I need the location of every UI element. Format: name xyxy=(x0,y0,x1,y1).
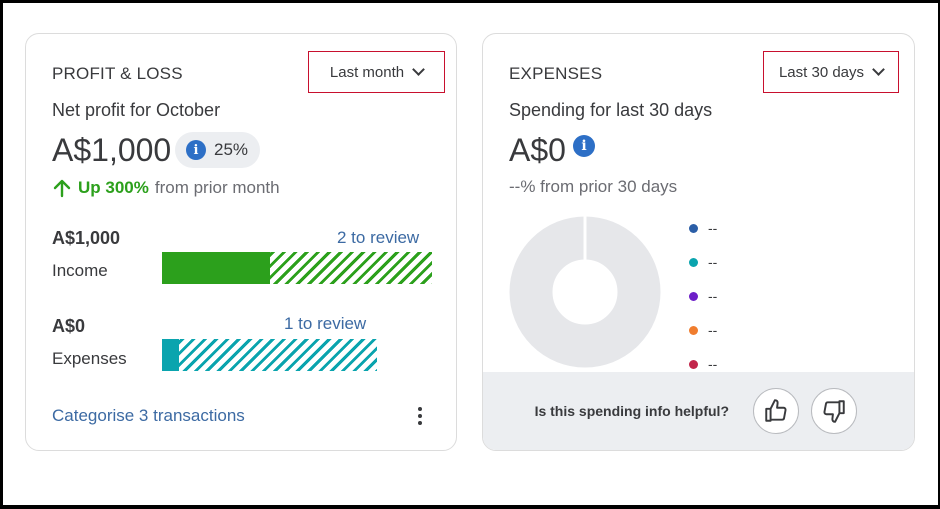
spending-total: A$0 xyxy=(509,132,566,168)
spending-subtitle: Spending for last 30 days xyxy=(509,100,713,120)
legend-label: -- xyxy=(708,356,718,372)
legend-label: -- xyxy=(708,220,718,236)
arrow-up-icon xyxy=(53,179,71,198)
expenses-bar-unreviewed xyxy=(162,339,377,371)
expenses-bar[interactable] xyxy=(162,339,377,371)
income-bar-reviewed xyxy=(162,252,270,284)
expenses-title: EXPENSES xyxy=(509,64,603,83)
profit-loss-period-label: Last month xyxy=(329,63,405,81)
thumbs-up-icon xyxy=(765,399,787,422)
categorise-transactions-link[interactable]: Categorise 3 transactions xyxy=(52,406,245,425)
income-review-link[interactable]: 2 to review xyxy=(337,228,420,247)
chevron-down-icon xyxy=(872,63,885,76)
profit-loss-card: PROFIT & LOSS Last month Net profit for … xyxy=(25,33,457,451)
trend-highlight: Up 300% xyxy=(78,178,149,197)
expenses-label: Expenses xyxy=(52,349,127,368)
spending-donut-chart xyxy=(509,216,661,368)
legend-label: -- xyxy=(708,322,718,338)
legend-dot xyxy=(689,359,698,369)
thumbs-down-icon xyxy=(823,400,845,423)
income-label: Income xyxy=(52,261,108,280)
feedback-question: Is this spending info helpful? xyxy=(534,403,729,419)
thumbs-up-button[interactable] xyxy=(753,388,799,434)
legend-item: -- xyxy=(689,220,717,236)
legend-item: -- xyxy=(689,356,717,372)
income-amount: A$1,000 xyxy=(52,228,121,248)
spending-comparison: --% from prior 30 days xyxy=(509,177,678,196)
legend-label: -- xyxy=(708,254,718,270)
expenses-review-link[interactable]: 1 to review xyxy=(284,314,367,333)
legend-item: -- xyxy=(689,322,717,338)
legend-label: -- xyxy=(708,288,718,304)
income-bar[interactable] xyxy=(162,252,432,284)
thumbs-down-button[interactable] xyxy=(811,388,857,434)
expenses-bar-reviewed xyxy=(162,339,180,371)
info-icon[interactable]: i xyxy=(573,135,595,157)
more-options-icon[interactable] xyxy=(414,406,426,426)
info-icon: i xyxy=(186,140,206,160)
expenses-amount: A$0 xyxy=(52,316,86,336)
trend-summary: Up 300% from prior month xyxy=(52,178,280,198)
expenses-period-label: Last 30 days xyxy=(778,63,865,81)
profit-loss-title: PROFIT & LOSS xyxy=(52,64,183,83)
feedback-bar: Is this spending info helpful? xyxy=(483,372,914,450)
net-profit-amount: A$1,000 xyxy=(52,132,172,168)
change-badge-value: 25% xyxy=(214,140,249,159)
legend-item: -- xyxy=(689,288,717,304)
profit-loss-period-dropdown[interactable]: Last month xyxy=(308,51,445,93)
change-badge[interactable]: i 25% xyxy=(175,132,260,168)
legend-item: -- xyxy=(689,254,717,270)
expenses-period-dropdown[interactable]: Last 30 days xyxy=(763,51,899,93)
legend-dot xyxy=(689,325,698,335)
expenses-card: EXPENSES Last 30 days Spending for last … xyxy=(482,33,915,451)
net-profit-subtitle: Net profit for October xyxy=(52,100,221,120)
chevron-down-icon xyxy=(412,63,425,76)
trend-text: from prior month xyxy=(154,178,280,197)
legend-dot xyxy=(689,223,698,233)
legend-dot xyxy=(689,291,698,301)
legend-dot xyxy=(689,257,698,267)
